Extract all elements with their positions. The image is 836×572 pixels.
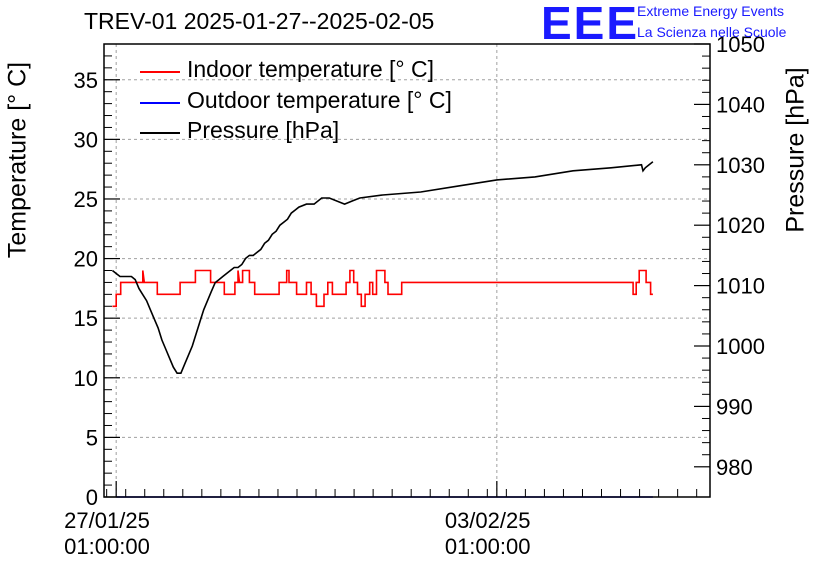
- y-tick-label: 5: [86, 425, 98, 450]
- legend-label: Outdoor temperature [° C]: [187, 87, 452, 113]
- y2-tick-label: 990: [716, 394, 753, 419]
- y-tick-label: 20: [74, 247, 98, 272]
- y-axis-label-right: Pressure [hPa]: [781, 67, 810, 233]
- legend-item-outdoor: Outdoor temperature [° C]: [140, 87, 500, 117]
- grid-lines: [104, 44, 710, 497]
- y2-tick-label: 1030: [716, 153, 765, 178]
- legend-item-indoor: Indoor temperature [° C]: [140, 56, 500, 86]
- y-tick-label: 10: [74, 366, 98, 391]
- series-line-0: [112, 269, 653, 308]
- chart-title: TREV-01 2025-01-27--2025-02-05: [84, 8, 435, 34]
- eee-logo: EEE: [541, 0, 640, 49]
- y2-tick-label: 1000: [716, 334, 765, 359]
- y2-tick-label: 1050: [716, 32, 765, 57]
- y-tick-label: 30: [74, 127, 98, 152]
- legend-swatch: [140, 71, 180, 73]
- y-tick-label: 25: [74, 187, 98, 212]
- y-tick-label: 0: [86, 485, 98, 510]
- y2-tick-label: 1040: [716, 92, 765, 117]
- legend-swatch: [140, 102, 180, 104]
- legend-label: Indoor temperature [° C]: [187, 56, 434, 82]
- legend-label: Pressure [hPa]: [187, 117, 340, 143]
- y-axis-label-left: Temperature [° C]: [3, 61, 32, 259]
- logo-line-2: La Scienza nelle Scuole: [637, 24, 787, 40]
- y2-tick-label: 1020: [716, 213, 765, 238]
- y2-tick-label: 980: [716, 455, 753, 480]
- y-tick-label: 15: [74, 306, 98, 331]
- y2-tick-label: 1010: [716, 274, 765, 299]
- axis-tick-labels: 0 5 10 15 20 25 30 35 980 990 1000 1010 1020 1030 1040…: [74, 32, 765, 510]
- legend-item-pressure: Pressure [hPa]: [140, 117, 500, 147]
- x-tick-label: 03/02/25 01:00:00: [444, 508, 531, 559]
- series-line-2: [111, 161, 654, 375]
- axis-ticks: [104, 43, 710, 498]
- series-layer: [111, 161, 654, 498]
- x-tick-label: 27/01/25 01:00:00: [64, 508, 150, 559]
- y-tick-label: 35: [74, 68, 98, 93]
- logo-line-1: Extreme Energy Events: [637, 3, 785, 19]
- legend-swatch: [140, 132, 180, 134]
